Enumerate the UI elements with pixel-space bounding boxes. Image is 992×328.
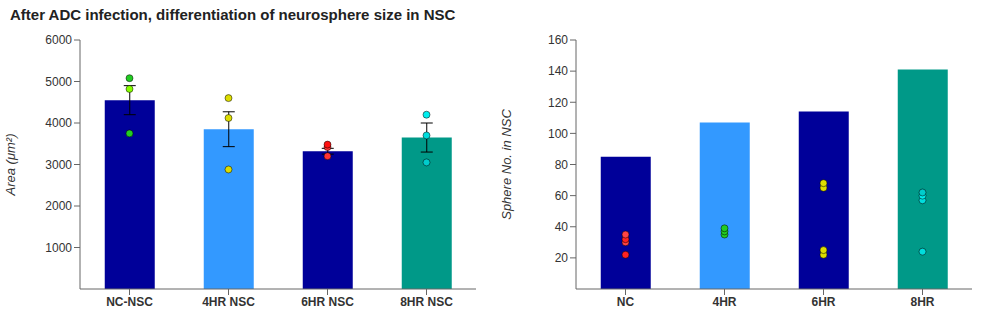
svg-text:80: 80 bbox=[555, 158, 569, 172]
svg-text:3000: 3000 bbox=[45, 158, 72, 172]
svg-text:1000: 1000 bbox=[45, 241, 72, 255]
svg-text:NC-NSC: NC-NSC bbox=[106, 295, 153, 309]
svg-text:100: 100 bbox=[548, 127, 568, 141]
svg-text:20: 20 bbox=[555, 251, 569, 265]
svg-text:NC: NC bbox=[617, 295, 635, 309]
svg-text:4000: 4000 bbox=[45, 116, 72, 130]
svg-text:6HR: 6HR bbox=[811, 295, 835, 309]
svg-text:40: 40 bbox=[555, 220, 569, 234]
svg-text:Sphere No. in NSC: Sphere No. in NSC bbox=[499, 109, 514, 220]
svg-text:6000: 6000 bbox=[45, 33, 72, 47]
svg-text:4HR NSC: 4HR NSC bbox=[202, 295, 255, 309]
html-text:After ADC infection, different: After ADC infection, differentiation of … bbox=[10, 6, 456, 23]
svg-text:120: 120 bbox=[548, 96, 568, 110]
svg-text:4HR: 4HR bbox=[712, 295, 736, 309]
svg-text:2000: 2000 bbox=[45, 199, 72, 213]
svg-text:60: 60 bbox=[555, 189, 569, 203]
svg-text:8HR: 8HR bbox=[910, 295, 934, 309]
svg-text:5000: 5000 bbox=[45, 75, 72, 89]
svg-text:140: 140 bbox=[548, 64, 568, 78]
svg-text:8HR NSC: 8HR NSC bbox=[400, 295, 453, 309]
svg-text:Area (μm²): Area (μm²) bbox=[8, 133, 18, 196]
svg-text:160: 160 bbox=[548, 33, 568, 47]
svg-text:6HR NSC: 6HR NSC bbox=[301, 295, 354, 309]
